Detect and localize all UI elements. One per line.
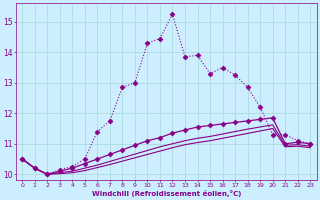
X-axis label: Windchill (Refroidissement éolien,°C): Windchill (Refroidissement éolien,°C) <box>92 190 241 197</box>
